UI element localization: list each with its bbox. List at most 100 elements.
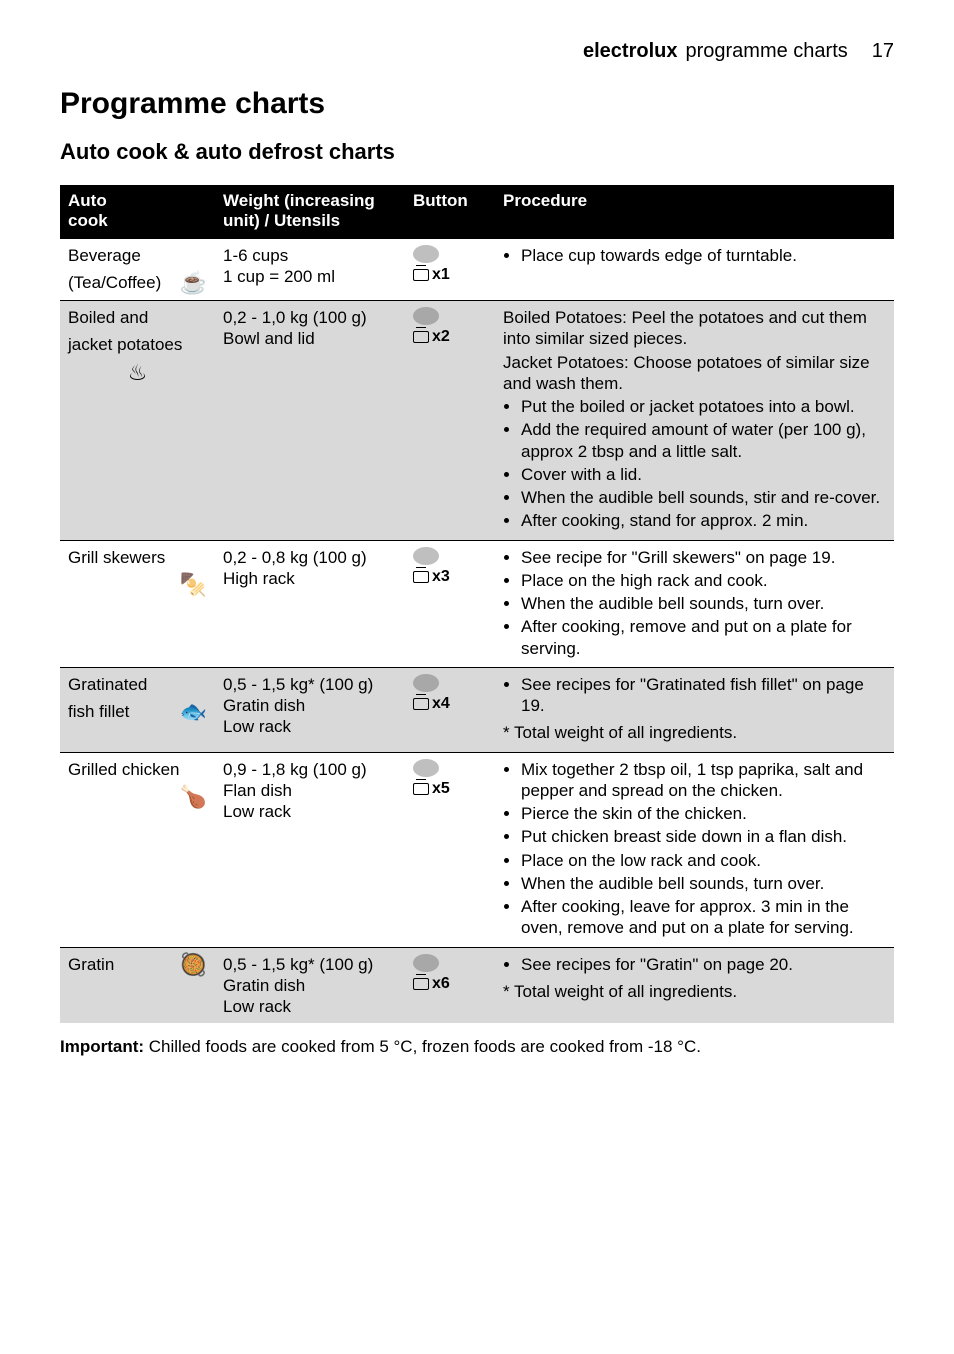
proc-post: * Total weight of all ingredients. <box>503 722 886 743</box>
header-page: 17 <box>872 40 894 63</box>
cell-button: x5 <box>405 752 495 947</box>
proc-item: Pierce the skin of the chicken. <box>521 803 886 824</box>
table-row: Grill skewers 🍢 0,2 - 0,8 kg (100 g) Hig… <box>60 540 894 667</box>
proc-item: See recipes for "Gratin" on page 20. <box>521 954 886 975</box>
proc-post: * Total weight of all ingredients. <box>503 981 886 1002</box>
food-name: Boiled and <box>68 307 207 328</box>
cell-procedure: Boiled Potatoes: Peel the potatoes and c… <box>495 301 894 541</box>
col-button: Button <box>405 185 495 238</box>
button-label: x4 <box>413 694 450 714</box>
cell-weight: 0,9 - 1,8 kg (100 g) Flan dish Low rack <box>215 752 405 947</box>
food-name: Gratin <box>68 954 114 975</box>
food-name: Gratinated <box>68 674 207 695</box>
proc-pre: Jacket Potatoes: Choose potatoes of simi… <box>503 352 886 395</box>
food-name: Grilled chicken <box>68 759 207 780</box>
weight-line: Gratin dish <box>223 975 397 996</box>
proc-item: When the audible bell sounds, turn over. <box>521 593 886 614</box>
table-header-row: Auto cook Weight (increasing unit) / Ute… <box>60 185 894 238</box>
col-autocook: Auto cook <box>60 185 215 238</box>
button-oval-icon <box>413 674 439 692</box>
button-label: x1 <box>413 265 450 285</box>
weight-line: 1-6 cups <box>223 245 397 266</box>
auto-cook-table: Auto cook Weight (increasing unit) / Ute… <box>60 185 894 1023</box>
skewer-icon: 🍢 <box>180 574 207 596</box>
weight-line: 0,9 - 1,8 kg (100 g) <box>223 759 397 780</box>
table-row: Beverage (Tea/Coffee) ☕ 1-6 cups 1 cup =… <box>60 238 894 300</box>
cup-icon: ☕ <box>180 272 207 294</box>
weight-line: 0,5 - 1,5 kg* (100 g) <box>223 674 397 695</box>
button-oval-icon <box>413 245 439 263</box>
proc-item: After cooking, leave for approx. 3 min i… <box>521 896 886 939</box>
microwave-icon <box>413 269 429 281</box>
chicken-icon: 🍗 <box>180 786 207 808</box>
proc-item: When the audible bell sounds, turn over. <box>521 873 886 894</box>
proc-item: See recipe for "Grill skewers" on page 1… <box>521 547 886 568</box>
button-oval-icon <box>413 307 439 325</box>
weight-line: Flan dish <box>223 780 397 801</box>
gratin-icon: 🥘 <box>180 954 207 976</box>
button-label: x6 <box>413 974 450 994</box>
food-name2: (Tea/Coffee) <box>68 272 161 293</box>
cell-name: Grill skewers 🍢 <box>60 540 215 667</box>
header-brand: electrolux <box>583 40 677 63</box>
cell-procedure: See recipes for "Gratinated fish fillet"… <box>495 667 894 752</box>
cell-button: x1 <box>405 238 495 300</box>
table-row: Grilled chicken 🍗 0,9 - 1,8 kg (100 g) F… <box>60 752 894 947</box>
food-name: Beverage <box>68 245 207 266</box>
weight-line: Low rack <box>223 716 397 737</box>
weight-line: 0,2 - 0,8 kg (100 g) <box>223 547 397 568</box>
cell-name: Gratin 🥘 <box>60 947 215 1023</box>
cell-button: x2 <box>405 301 495 541</box>
proc-item: When the audible bell sounds, stir and r… <box>521 487 886 508</box>
button-oval-icon <box>413 759 439 777</box>
cell-weight: 0,5 - 1,5 kg* (100 g) Gratin dish Low ra… <box>215 947 405 1023</box>
weight-line: 0,5 - 1,5 kg* (100 g) <box>223 954 397 975</box>
button-oval-icon <box>413 954 439 972</box>
weight-line: Bowl and lid <box>223 328 397 349</box>
page-subtitle: Auto cook & auto defrost charts <box>60 139 894 165</box>
cell-name: Boiled and jacket potatoes ♨ <box>60 301 215 541</box>
button-count: x6 <box>432 974 450 994</box>
microwave-icon <box>413 783 429 795</box>
col-weight-l1: Weight (increasing <box>223 191 375 210</box>
proc-item: Place on the low rack and cook. <box>521 850 886 871</box>
weight-line: High rack <box>223 568 397 589</box>
col-weight-l2: unit) / Utensils <box>223 211 340 230</box>
cell-button: x6 <box>405 947 495 1023</box>
proc-item: Mix together 2 tbsp oil, 1 tsp paprika, … <box>521 759 886 802</box>
microwave-icon <box>413 331 429 343</box>
table-row: Boiled and jacket potatoes ♨ 0,2 - 1,0 k… <box>60 301 894 541</box>
col-autocook-l1: Auto <box>68 191 107 210</box>
cell-procedure: See recipe for "Grill skewers" on page 1… <box>495 540 894 667</box>
button-count: x2 <box>432 327 450 347</box>
button-count: x4 <box>432 694 450 714</box>
footnote-text: Chilled foods are cooked from 5 °C, froz… <box>144 1037 701 1056</box>
page-header: electrolux programme charts 17 <box>60 40 894 63</box>
weight-line: 1 cup = 200 ml <box>223 266 397 287</box>
col-autocook-l2: cook <box>68 211 108 230</box>
proc-item: Add the required amount of water (per 10… <box>521 419 886 462</box>
table-row: Gratinated fish fillet 🐟 0,5 - 1,5 kg* (… <box>60 667 894 752</box>
cell-name: Grilled chicken 🍗 <box>60 752 215 947</box>
food-name2: fish fillet <box>68 701 129 722</box>
cell-weight: 0,2 - 0,8 kg (100 g) High rack <box>215 540 405 667</box>
food-name: Grill skewers <box>68 547 207 568</box>
cell-button: x4 <box>405 667 495 752</box>
weight-line: Gratin dish <box>223 695 397 716</box>
button-label: x2 <box>413 327 450 347</box>
footnote-label: Important: <box>60 1037 144 1056</box>
weight-line: Low rack <box>223 996 397 1017</box>
pot-icon: ♨ <box>128 362 148 384</box>
button-count: x3 <box>432 567 450 587</box>
cell-name: Gratinated fish fillet 🐟 <box>60 667 215 752</box>
button-count: x5 <box>432 779 450 799</box>
proc-item: Put the boiled or jacket potatoes into a… <box>521 396 886 417</box>
table-row: Gratin 🥘 0,5 - 1,5 kg* (100 g) Gratin di… <box>60 947 894 1023</box>
proc-item: See recipes for "Gratinated fish fillet"… <box>521 674 886 717</box>
table-body: Beverage (Tea/Coffee) ☕ 1-6 cups 1 cup =… <box>60 238 894 1023</box>
proc-item: After cooking, remove and put on a plate… <box>521 616 886 659</box>
proc-item: Put chicken breast side down in a flan d… <box>521 826 886 847</box>
cell-procedure: Mix together 2 tbsp oil, 1 tsp paprika, … <box>495 752 894 947</box>
weight-line: Low rack <box>223 801 397 822</box>
col-weight: Weight (increasing unit) / Utensils <box>215 185 405 238</box>
